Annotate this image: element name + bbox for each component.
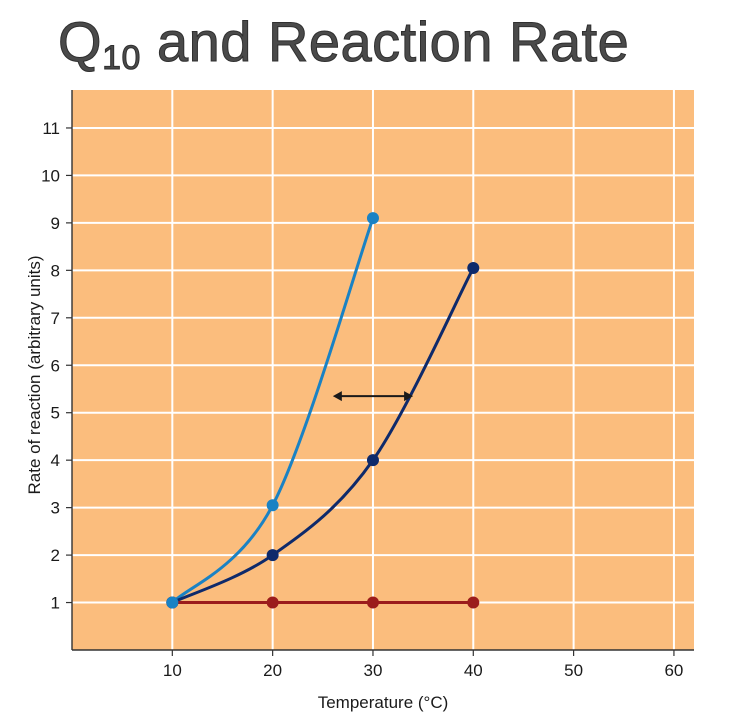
chart-title: Q10 and Reaction Rate: [57, 13, 629, 76]
series-1-point-3: [467, 261, 480, 274]
series-2-point-2: [366, 596, 379, 609]
y-tick-label-9: 9: [51, 214, 60, 233]
y-tick-label-7: 7: [51, 309, 60, 328]
series-0-point-2: [366, 212, 379, 225]
tick-labels: 10 20 30 40 50 60 1 2 3 4 5 6 7 8 9 10 11: [41, 119, 683, 680]
series-group: [166, 212, 480, 609]
arrow-head-left: [332, 391, 342, 402]
series-0-point-1: [266, 499, 279, 512]
x-tick-label-50: 50: [564, 661, 583, 680]
y-tick-label-6: 6: [51, 356, 60, 375]
plot-background: [72, 90, 694, 650]
x-axis-label: Temperature (°C): [318, 693, 449, 712]
x-tick-label-10: 10: [163, 661, 182, 680]
series-line-1: [171, 267, 475, 604]
y-tick-label-11: 11: [42, 119, 60, 138]
title-rest: and Reaction Rate: [140, 10, 630, 73]
double-arrow-annotation: [332, 391, 414, 402]
y-axis-label: Rate of reaction (arbitrary units): [25, 255, 44, 494]
grid: [72, 90, 694, 650]
y-tick-label-8: 8: [51, 261, 60, 280]
series-1-point-2: [366, 454, 379, 467]
title-subscript: 10: [102, 39, 141, 77]
series-0-point-0: [166, 596, 179, 609]
series-line-0: [171, 217, 375, 604]
title-q: Q: [57, 10, 103, 73]
x-tick-label-20: 20: [263, 661, 282, 680]
y-tick-label-1: 1: [51, 594, 60, 613]
series-2-point-1: [266, 596, 279, 609]
axes: [66, 90, 694, 656]
x-tick-label-30: 30: [364, 661, 383, 680]
series-2-point-3: [467, 596, 480, 609]
x-tick-label-60: 60: [664, 661, 683, 680]
series-1-point-1: [266, 549, 279, 562]
x-tick-label-40: 40: [464, 661, 483, 680]
y-tick-label-5: 5: [51, 404, 60, 423]
arrow-head-right: [404, 391, 414, 402]
y-tick-label-4: 4: [51, 451, 60, 470]
y-tick-label-3: 3: [51, 499, 60, 518]
y-tick-label-10: 10: [41, 166, 60, 185]
annotations: [332, 391, 414, 402]
y-tick-label-2: 2: [51, 546, 60, 565]
